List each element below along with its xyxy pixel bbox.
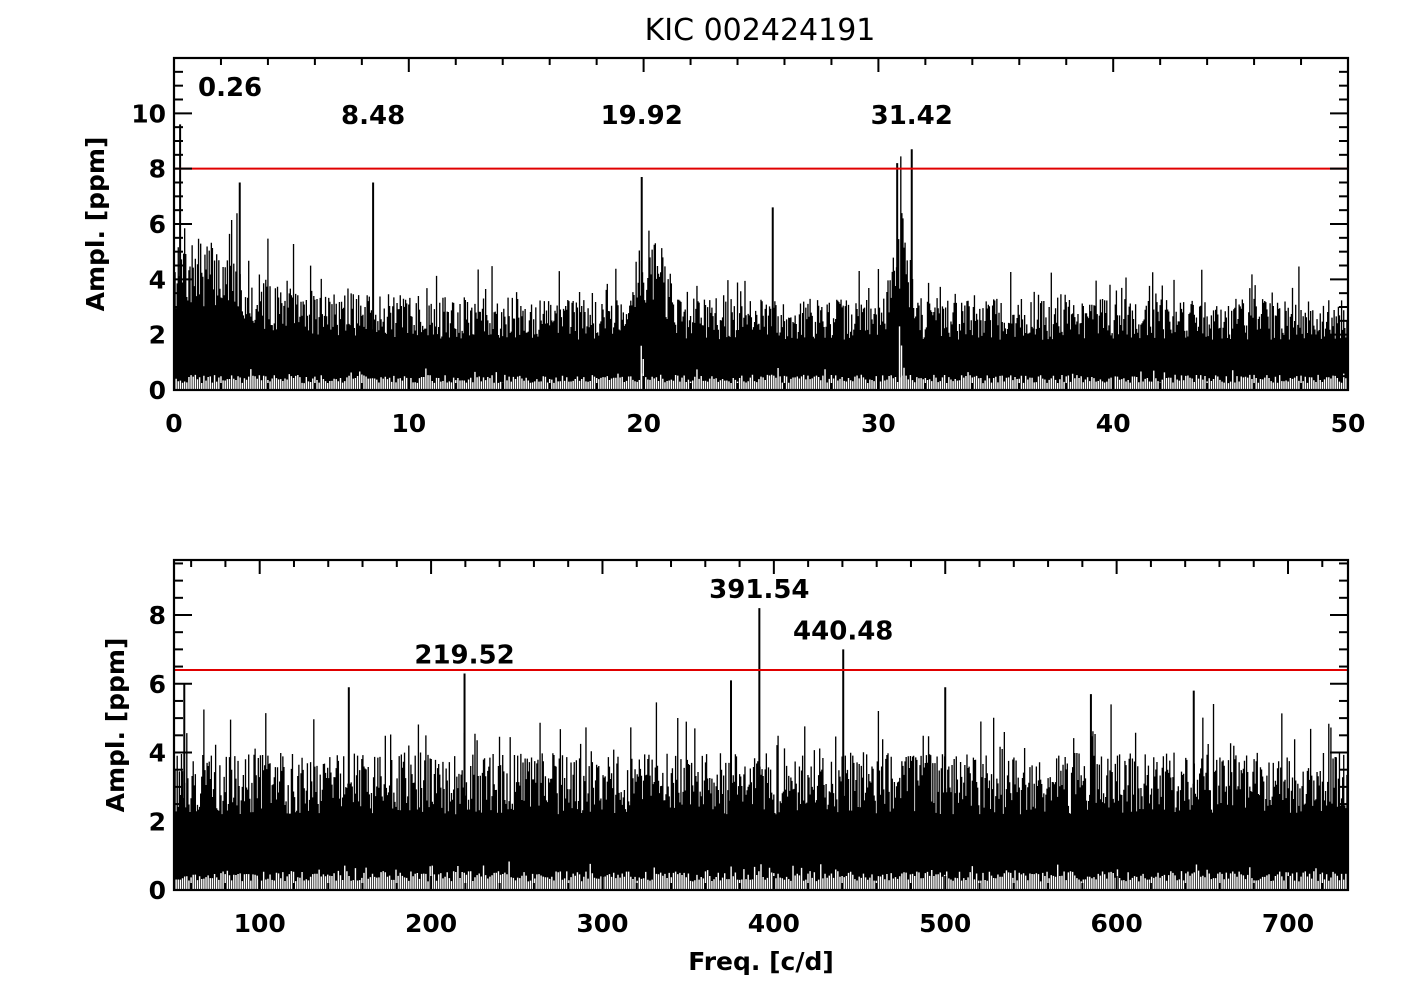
peak-label-0: 0.26	[198, 73, 262, 103]
x-tick-label-3: 30	[861, 409, 896, 438]
peak-label-0: 219.52	[414, 640, 514, 670]
x-tick-label-4: 40	[1096, 409, 1131, 438]
y-tick-label-0: 0	[149, 376, 166, 405]
peak-label-3: 19.92	[601, 101, 683, 131]
x-tick-label-5: 50	[1331, 409, 1366, 438]
figure-title: KIC 002424191	[645, 13, 876, 48]
x-tick-label-1: 200	[405, 909, 457, 938]
spectrum-trace	[173, 156, 1348, 390]
bottom-panel-high-frequency: 100 200 300 400 500 600 700 0 2 4 6 8 Ampl. [ppm] Fre…	[101, 558, 1350, 976]
y-tick-label-1: 2	[149, 807, 166, 836]
x-axis-label: Freq. [c/d]	[688, 947, 834, 976]
x-tick-label-1: 10	[391, 409, 426, 438]
peak-label-6: 31.42	[871, 101, 953, 131]
axes-frame	[172, 558, 1350, 892]
peak-label-2: 440.48	[793, 616, 893, 646]
x-tick-label-4: 500	[919, 909, 971, 938]
spectrum-trace	[173, 702, 1348, 890]
y-tick-label-2: 4	[149, 739, 166, 768]
y-tick-label-0: 0	[149, 876, 166, 905]
x-tick-label-2: 20	[626, 409, 661, 438]
y-axis-label: Ampl. [ppm]	[101, 638, 130, 813]
y-tick-label-3: 6	[149, 670, 166, 699]
x-tick-label-3: 400	[748, 909, 800, 938]
x-tick-label-0: 0	[165, 409, 182, 438]
peak-label-1: 391.54	[709, 575, 809, 605]
y-tick-label-2: 4	[149, 265, 166, 294]
x-tick-label-2: 300	[576, 909, 628, 938]
x-tick-label-6: 700	[1262, 909, 1314, 938]
y-tick-label-1: 2	[149, 321, 166, 350]
y-tick-label-4: 8	[149, 155, 166, 184]
x-tick-label-5: 600	[1091, 909, 1143, 938]
top-panel-low-frequency: 0 10 20 30 40 50 0 2 4 6 8 10 Ampl. [ppm] 0.26 8.48 19.…	[81, 56, 1366, 438]
peak-label-2: 8.48	[341, 101, 405, 131]
x-tick-label-0: 100	[234, 909, 286, 938]
y-tick-label-5: 10	[131, 99, 166, 128]
y-axis-label: Ampl. [ppm]	[81, 137, 110, 312]
y-tick-label-4: 8	[149, 601, 166, 630]
y-tick-label-3: 6	[149, 210, 166, 239]
